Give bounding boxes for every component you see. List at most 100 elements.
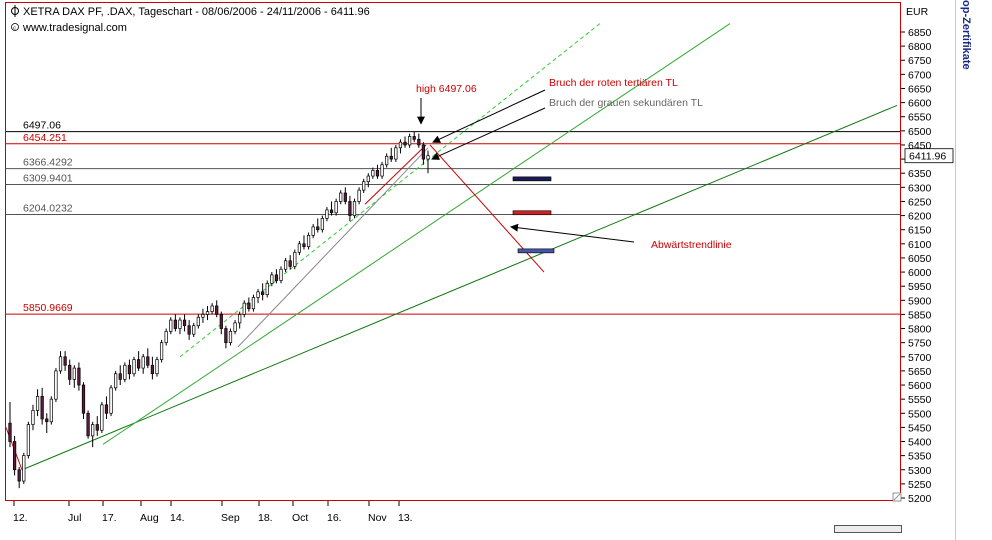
copyright-icon: c [11,23,19,32]
y-tick-label: 6300 [908,182,932,194]
candle-body [86,412,90,437]
y-tick-label: 6150 [908,225,932,237]
y-tick-label: 6650 [908,83,932,95]
horizontal-scrollbar[interactable] [834,525,902,533]
break-red-annotation: Bruch der roten tertiären TL [549,77,678,89]
candle-body [334,201,338,214]
candle-body [283,260,288,270]
y-tick-label: 5300 [908,465,932,477]
candle-body [173,319,177,329]
y-tick-label: 6750 [908,55,932,67]
candle-body [316,226,320,231]
candle-body [297,243,301,253]
y-tick-label: 5900 [908,295,932,307]
break-gray-arrow [431,107,546,160]
candle-body [118,373,122,380]
candle-body [68,364,72,380]
candle-body [91,424,95,437]
candle-body [63,356,67,366]
y-tick-label: 6500 [908,126,932,138]
y-tick-label: 5550 [908,394,932,406]
candle-body [146,356,150,366]
svg-text:c: c [13,26,16,32]
y-tick-label: 6000 [908,267,932,279]
candle-body [398,141,403,149]
horizontal-level-label: 5850.9669 [23,302,73,314]
candle-body [49,398,53,423]
x-tick-label: Oct [292,512,308,524]
candle-body [357,189,361,202]
candle-body [233,322,237,332]
horizontal-level-label: 6454.251 [23,132,67,144]
y-tick-label: 6200 [908,211,932,223]
chart-title: XETRA DAX PF, .DAX, Tageschart - 08/06/2… [23,6,370,18]
target-box [512,176,552,182]
candle-body [293,251,297,267]
candle-body [201,314,205,318]
y-tick-label: 5200 [908,493,932,505]
candle-body [329,209,334,214]
y-tick-label: 5500 [908,408,932,420]
y-tick-label: 6350 [908,168,932,180]
candle-body [348,201,352,216]
candle-body [192,325,196,335]
time-axis-panel [0,503,955,540]
candle-body [164,331,168,344]
x-tick-label: Sep [221,512,240,524]
candle-body [58,356,63,372]
candle-body [35,395,40,411]
chart-plot-area[interactable] [5,2,901,501]
last-price-marker [904,148,954,164]
target-box [512,210,552,216]
y-tick-label: 5750 [908,338,932,350]
y-tick-label: 5450 [908,422,932,434]
candle-body [408,136,412,146]
side-panel [955,0,992,540]
candle-body [371,170,375,177]
downtrend-annotation: Abwärtstrendlinie [651,239,732,251]
candle-body [403,141,407,146]
candle-body [178,319,182,329]
candle-body [40,395,44,420]
candle-body [81,384,86,414]
red-tertiary-trendline [364,144,427,205]
y-tick-label: 5700 [908,352,932,364]
x-tick-label: 17. [102,512,117,524]
resize-grip-icon[interactable] [892,492,902,502]
y-tick-label: 5600 [908,380,932,392]
y-tick-label: 5400 [908,437,932,449]
secondary-trendline [102,23,731,445]
candle-body [45,418,49,423]
gray-secondary-trendline [237,147,429,348]
candle-body [150,364,155,375]
candle-body [288,260,292,267]
candle-body [12,441,17,471]
candle-body [394,147,398,160]
candle-body [72,367,76,380]
y-tick-label: 6850 [908,27,932,39]
candle-body [302,243,306,247]
candle-body [279,268,283,281]
chart-icon [11,5,19,17]
candle-body [215,305,219,315]
candle-body [95,424,99,431]
y-tick-label: 5850 [908,309,932,321]
chart-source: www.tradesignal.com [22,22,127,34]
price-axis-panel [901,2,934,501]
candle-body [274,274,279,281]
break-gray-annotation: Bruch der grauen sekundären TL [549,97,703,109]
candle-body [104,404,109,414]
candle-body [261,291,265,296]
last-price-label: 6411.96 [909,151,946,163]
y-tick-label: 5250 [908,479,932,491]
candle-body [325,209,329,219]
x-tick-label: 16. [327,512,342,524]
y-tick-label: 6700 [908,69,932,81]
target-box [517,248,555,254]
horizontal-level-label: 6309.9401 [23,173,73,185]
y-tick-label: 6050 [908,253,932,265]
candle-body [426,155,430,160]
candle-body [380,164,384,177]
candle-body [352,201,357,216]
